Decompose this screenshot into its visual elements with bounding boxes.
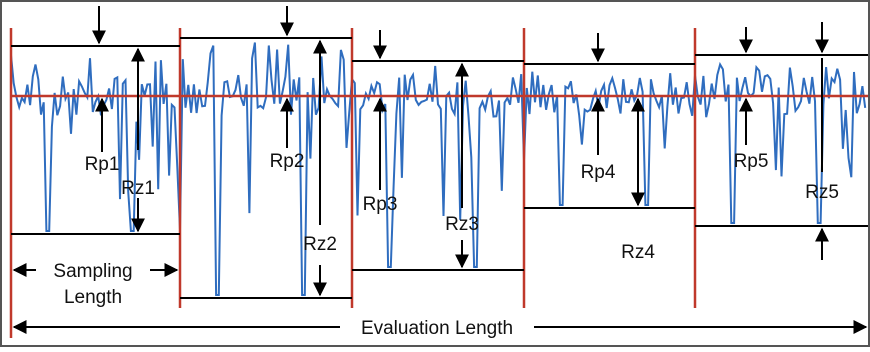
label-sampling-line2: Length	[64, 287, 122, 308]
label-rz5: Rz5	[805, 182, 839, 203]
segment-boundaries	[9, 28, 697, 338]
annotation-arrows	[12, 6, 868, 334]
surface-profile	[10, 42, 867, 296]
peak-valley-lines	[11, 37, 868, 299]
label-rz2: Rz2	[303, 234, 337, 255]
label-rz4: Rz4	[621, 242, 655, 263]
label-rp3: Rp3	[363, 194, 398, 215]
label-rp5: Rp5	[734, 151, 769, 172]
label-rp1: Rp1	[85, 154, 120, 175]
label-rz1: Rz1	[121, 178, 155, 199]
label-rp4: Rp4	[581, 162, 616, 183]
label-evaluation-length: Evaluation Length	[361, 318, 513, 339]
label-sampling-line1: Sampling	[53, 261, 132, 282]
label-rp2: Rp2	[270, 151, 305, 172]
label-rz3: Rz3	[445, 214, 479, 235]
